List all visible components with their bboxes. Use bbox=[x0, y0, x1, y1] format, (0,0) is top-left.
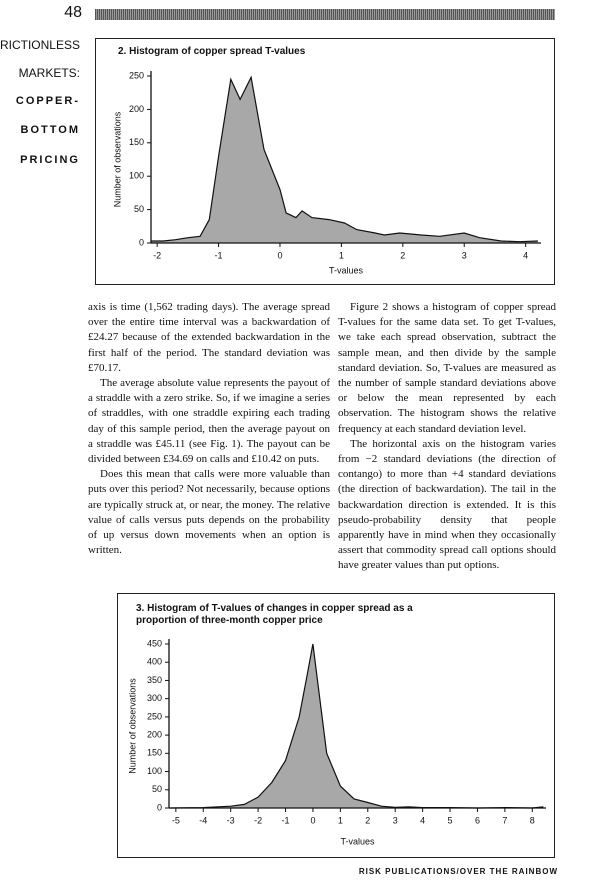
paragraph: Does this mean that calls were more valu… bbox=[88, 468, 330, 557]
page-number: 48 bbox=[64, 4, 82, 21]
x-tick-label: 2 bbox=[400, 250, 405, 260]
y-tick-label: 400 bbox=[147, 657, 162, 667]
chart: 2. Histogram of copper spread T-values 0… bbox=[95, 38, 555, 285]
sidebar-text: MARKETS: bbox=[18, 66, 80, 80]
paragraph: axis is time (1,562 trading days). The a… bbox=[88, 301, 330, 374]
x-tick-label: 2 bbox=[365, 815, 370, 825]
x-tick-label: 0 bbox=[310, 815, 315, 825]
y-tick-label: 50 bbox=[134, 204, 144, 214]
y-axis-label: Number of observations bbox=[112, 111, 122, 207]
x-tick-label: 4 bbox=[420, 815, 425, 825]
y-tick-label: 300 bbox=[147, 693, 162, 703]
x-tick-label: 6 bbox=[475, 815, 480, 825]
chart-title: 3. Histogram of T-values of changes in c… bbox=[136, 603, 413, 626]
x-tick-label: -2 bbox=[153, 250, 161, 260]
y-tick-label: 100 bbox=[129, 171, 144, 181]
x-tick-label: 5 bbox=[448, 815, 453, 825]
y-tick-label: 150 bbox=[147, 748, 162, 758]
x-tick-label: -3 bbox=[227, 815, 235, 825]
y-tick-label: 0 bbox=[139, 237, 144, 247]
y-tick-label: 250 bbox=[147, 711, 162, 721]
x-tick-label: -1 bbox=[215, 250, 223, 260]
sidebar-text: FRICTIONLESS bbox=[0, 38, 80, 52]
x-tick-label: 4 bbox=[523, 250, 528, 260]
y-tick-label: 250 bbox=[129, 70, 144, 80]
x-tick-label: 7 bbox=[502, 815, 507, 825]
area bbox=[170, 643, 544, 809]
sidebar-text: BOTTOM bbox=[20, 124, 80, 136]
area bbox=[151, 75, 538, 243]
y-tick-label: 450 bbox=[147, 638, 162, 648]
x-tick-label: 8 bbox=[530, 815, 535, 825]
y-tick-label: 200 bbox=[129, 104, 144, 114]
y-tick-label: 0 bbox=[157, 802, 162, 812]
y-tick-label: 350 bbox=[147, 675, 162, 685]
x-tick-label: 1 bbox=[338, 815, 343, 825]
x-tick-label: -2 bbox=[254, 815, 262, 825]
x-axis-label: T-values bbox=[329, 265, 364, 275]
text-column: Figure 2 shows a histogram of copper spr… bbox=[338, 300, 556, 574]
header-bar bbox=[95, 9, 555, 20]
y-axis-label: Number of observations bbox=[127, 678, 137, 774]
y-tick-label: 150 bbox=[129, 137, 144, 147]
area-fill bbox=[170, 644, 544, 808]
sidebar-text: COPPER- bbox=[15, 95, 80, 107]
y-tick-label: 50 bbox=[152, 784, 162, 794]
footer: RISK PUBLICATIONS/OVER THE RAINBOW bbox=[358, 867, 558, 876]
x-tick-label: 3 bbox=[393, 815, 398, 825]
paragraph: Figure 2 shows a histogram of copper spr… bbox=[338, 301, 556, 435]
y-tick-label: 100 bbox=[147, 766, 162, 776]
x-tick-label: -1 bbox=[282, 815, 290, 825]
plot: 0 50 100 150 200 250 300 350 400 450 -5 -4 -3 -2 -1 0 1 2… bbox=[127, 638, 546, 846]
x-tick-label: 0 bbox=[277, 250, 282, 260]
text-column: axis is time (1,562 trading days). The a… bbox=[88, 300, 330, 558]
paragraph: The horizontal axis on the histogram var… bbox=[338, 437, 556, 572]
x-tick-label: -5 bbox=[172, 815, 180, 825]
chart: 3. Histogram of T-values of changes in c… bbox=[117, 593, 555, 858]
sidebar-text: PRICING bbox=[20, 154, 80, 166]
y-tick-label: 200 bbox=[147, 729, 162, 739]
x-tick-label: -4 bbox=[199, 815, 207, 825]
x-tick-label: 3 bbox=[462, 250, 467, 260]
chart-title: 2. Histogram of copper spread T-values bbox=[118, 46, 306, 57]
x-tick-label: 1 bbox=[339, 250, 344, 260]
area-fill bbox=[151, 77, 538, 243]
paragraph: The average absolute value represents th… bbox=[88, 377, 330, 466]
plot: 0 50 100 150 200 250 -2 -1 0 1 2 3 4 T-values Number o… bbox=[112, 70, 541, 275]
x-axis-label: T-values bbox=[340, 836, 375, 846]
